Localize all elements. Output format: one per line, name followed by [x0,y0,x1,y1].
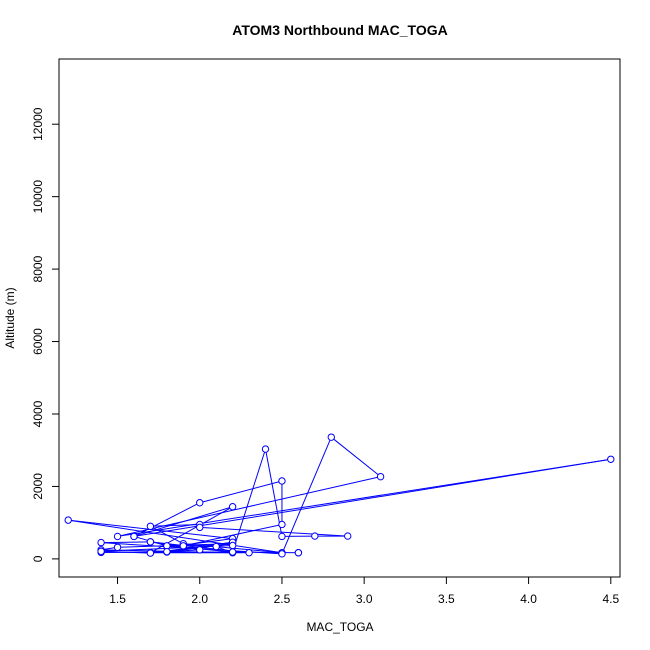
series-segment [281,436,332,555]
x-tick-label: 4.0 [520,592,537,606]
series-segment [265,449,283,537]
series-segment [330,436,381,478]
series-segment [101,550,151,554]
data-point [278,532,286,541]
series-altitude [64,433,615,558]
data-point [228,548,237,556]
y-tick-label: 4000 [31,400,45,427]
y-tick-label: 12000 [31,107,45,141]
data-point [113,543,122,551]
x-axis-label: MAC_TOGA [306,620,373,634]
data-point [163,547,171,556]
x-tick-label: 3.5 [438,592,455,606]
y-axis: 0 2000 4000 6000 8000 10000 12000 [31,107,60,562]
series-segment [133,502,200,537]
x-axis: 1.5 2.0 2.5 3.0 3.5 4.0 4.5 [109,576,619,606]
data-point [212,542,220,551]
data-point [113,532,122,541]
data-point [196,499,204,507]
y-tick-label: 6000 [31,328,45,355]
data-point [97,538,105,547]
plot-area [58,58,621,578]
data-point [278,520,286,529]
y-axis-label: Altitude (m) [3,287,17,348]
data-point [376,472,385,481]
y-tick-label: 10000 [31,180,45,214]
data-point [228,503,237,511]
data-point [97,547,105,555]
data-point [64,516,72,524]
series-segment [199,480,283,504]
data-point [607,455,615,463]
data-point [327,433,335,441]
data-point [130,532,138,541]
data-point [146,549,155,557]
series-segment [133,506,233,537]
chart-title: ATOM3 Northbound MAC_TOGA [232,22,447,38]
data-point [344,532,352,540]
series-segment [101,541,151,544]
data-point [146,522,155,530]
series-segment [117,476,381,537]
data-point [146,538,155,546]
data-point [278,477,286,485]
data-point [245,549,253,557]
data-point [278,550,286,558]
series-segment [232,448,266,553]
series-segment [133,458,611,537]
y-tick-label: 2000 [31,473,45,500]
series-segment [68,519,283,554]
x-tick-label: 3.0 [356,592,373,606]
data-point [179,542,188,550]
x-tick-label: 2.0 [191,592,208,606]
y-tick-label: 8000 [31,255,45,282]
x-tick-label: 1.5 [109,592,126,606]
data-point [196,546,204,554]
y-tick-label: 0 [31,555,45,562]
series-segment [150,525,184,545]
data-point [228,541,237,550]
data-point [294,549,303,557]
x-tick-label: 4.5 [602,592,619,606]
data-point [196,523,204,532]
series-segment [199,526,348,537]
data-point [311,532,319,540]
data-point [261,445,270,453]
x-tick-label: 2.5 [274,592,291,606]
